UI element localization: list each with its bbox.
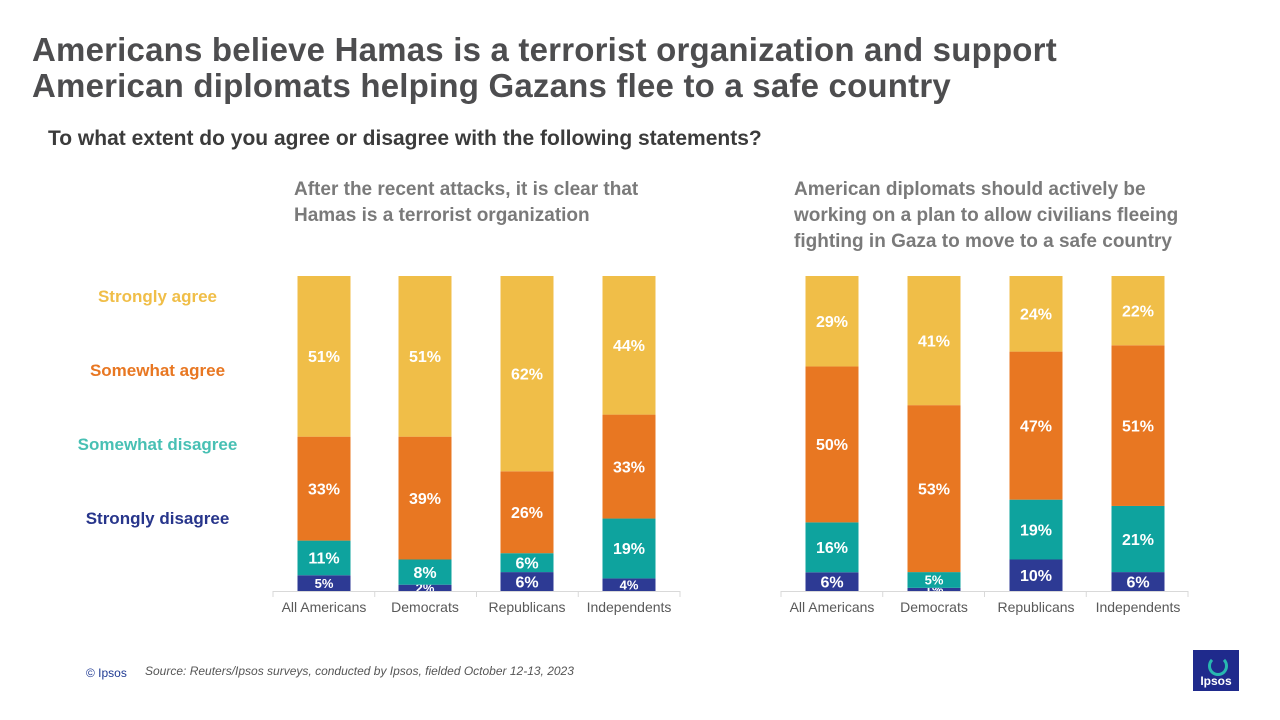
bar-segment-strongly-disagree (602, 578, 656, 591)
page-title-line-2: American diplomats helping Gazans flee t… (32, 67, 951, 104)
chart-2-heading-line: working on a plan to allow civilians fle… (794, 205, 1179, 226)
bar-segment-strongly-disagree (805, 572, 859, 591)
chart-1-heading-line: After the recent attacks, it is clear th… (294, 179, 639, 200)
bar-segment-strongly-agree (297, 276, 351, 437)
bar-value-label: 51% (1122, 418, 1154, 435)
bar-value-label: 29% (816, 314, 848, 331)
bar-value-label: 51% (409, 349, 441, 366)
legend-strongly-disagree: Strongly disagree (85, 509, 230, 528)
bar-value-label: 33% (613, 459, 645, 476)
bar-value-label: 44% (613, 338, 645, 355)
category-tick-label: Independents (1096, 599, 1181, 615)
bar-segment-somewhat-agree (805, 366, 859, 523)
category-tick-label: All Americans (790, 599, 875, 615)
bar-segment-strongly-agree (398, 276, 452, 437)
bar-value-label: 5% (315, 576, 334, 591)
bar-value-label: 41% (918, 333, 950, 350)
bar-value-label: 47% (1020, 418, 1052, 435)
bar-segment-somewhat-agree (1009, 351, 1063, 500)
bar-value-label: 50% (816, 437, 848, 454)
category-tick-label: Republicans (997, 599, 1074, 615)
bar-segment-somewhat-disagree (500, 553, 554, 573)
category-tick-label: Independents (587, 599, 672, 615)
ipsos-logo: Ipsos (1193, 650, 1239, 691)
bar-value-label: 53% (918, 481, 950, 498)
bar-value-label: 26% (511, 505, 543, 522)
bar-value-label: 39% (409, 491, 441, 508)
bar-segment-strongly-disagree (907, 587, 961, 591)
bar-segment-strongly-disagree (1009, 559, 1063, 591)
category-tick-label: Republicans (488, 599, 565, 615)
bar-value-label: 6% (515, 555, 538, 572)
bar-value-label: 5% (925, 573, 944, 588)
chart-1-heading-line: Hamas is a terrorist organization (294, 205, 590, 226)
page-title-line-1: Americans believe Hamas is a terrorist o… (32, 31, 1057, 68)
bar-value-label: 11% (308, 551, 339, 568)
bar-value-label: 21% (1122, 532, 1154, 549)
bar-segment-somewhat-disagree (1009, 499, 1063, 560)
category-tick-label: All Americans (282, 599, 367, 615)
legend-somewhat-disagree: Somewhat disagree (77, 435, 238, 454)
chart-2-heading-line: American diplomats should actively be (794, 179, 1146, 200)
bar-segment-somewhat-disagree (1111, 505, 1165, 573)
bar-segment-strongly-agree (1111, 276, 1165, 346)
page-title: Americans believe Hamas is a terrorist o… (32, 32, 1232, 104)
bar-value-label: 62% (511, 366, 543, 383)
bar-segment-somewhat-disagree (805, 522, 859, 573)
chart-2-heading-line: fighting in Gaza to move to a safe count… (794, 231, 1172, 252)
bar-value-label: 51% (308, 349, 340, 366)
bar-segment-somewhat-agree (297, 436, 351, 541)
bar-value-label: 6% (1126, 574, 1149, 591)
bar-value-label: 4% (620, 577, 639, 592)
ipsos-logo-text: Ipsos (1200, 674, 1232, 688)
bar-segment-somewhat-agree (1111, 345, 1165, 506)
bar-value-label: 6% (515, 574, 538, 591)
bar-segment-strongly-agree (500, 276, 554, 472)
ipsos-logo-icon (1208, 656, 1228, 676)
bar-value-label: 16% (816, 540, 848, 557)
bar-value-label: 10% (1020, 568, 1052, 585)
legend-somewhat-agree: Somewhat agree (89, 361, 226, 380)
category-tick-label: Democrats (391, 599, 459, 615)
bar-value-label: 6% (820, 574, 843, 591)
bar-segment-strongly-agree (805, 276, 859, 367)
bar-value-label: 8% (413, 565, 436, 582)
bar-segment-strongly-disagree (297, 575, 351, 591)
bar-segment-somewhat-agree (602, 414, 656, 519)
bar-segment-somewhat-disagree (297, 540, 351, 576)
bar-segment-strongly-disagree (398, 584, 452, 591)
bar-segment-strongly-disagree (500, 572, 554, 591)
survey-question: To what extent do you agree or disagree … (48, 127, 762, 150)
bar-value-label: 33% (308, 481, 340, 498)
bar-value-label: 19% (1020, 522, 1052, 539)
bar-value-label: 24% (1020, 307, 1052, 324)
bar-value-label: 22% (1122, 303, 1154, 320)
chart-2-heading: American diplomats should actively be wo… (794, 177, 1178, 255)
bar-segment-strongly-agree (1009, 276, 1063, 352)
category-tick-label: Democrats (900, 599, 968, 615)
bar-segment-strongly-agree (602, 276, 656, 415)
bar-segment-somewhat-disagree (602, 518, 656, 579)
chart-1-heading: After the recent attacks, it is clear th… (294, 177, 638, 229)
source-note: Source: Reuters/Ipsos surveys, conducted… (145, 664, 574, 678)
bar-segment-somewhat-disagree (398, 559, 452, 585)
bar-segment-somewhat-agree (907, 405, 961, 573)
copyright: © Ipsos (86, 666, 127, 680)
bar-segment-somewhat-disagree (907, 572, 961, 588)
bar-segment-strongly-disagree (1111, 572, 1165, 591)
bar-value-label: 19% (613, 541, 645, 558)
bar-segment-somewhat-agree (398, 436, 452, 560)
bar-segment-strongly-agree (907, 276, 961, 406)
legend-strongly-agree: Strongly agree (97, 287, 218, 306)
bar-segment-somewhat-agree (500, 471, 554, 554)
